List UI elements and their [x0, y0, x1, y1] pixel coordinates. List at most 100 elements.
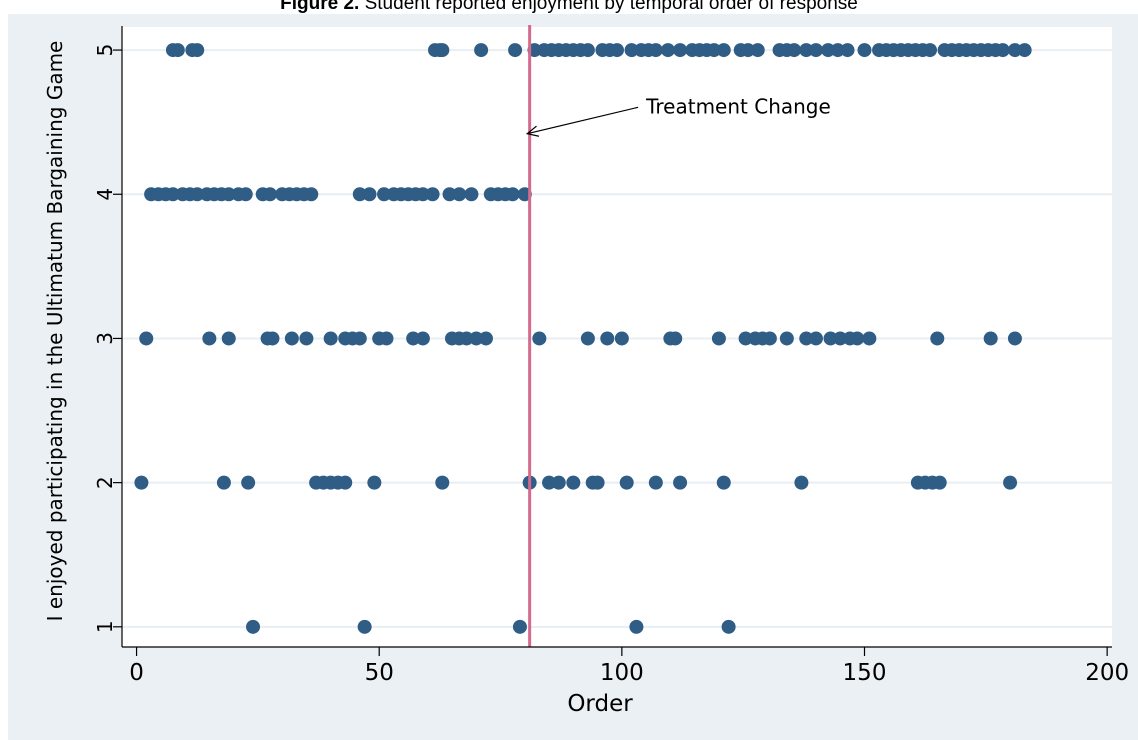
data-point	[580, 43, 595, 58]
figure-title: Figure 2. Student reported enjoyment by …	[0, 0, 1138, 15]
plot-panel: 1 2 3 4 5 0 50 100 150 200 Treatment Change Order…	[8, 14, 1138, 740]
data-point	[590, 475, 605, 490]
data-point	[508, 43, 523, 58]
data-point	[707, 43, 722, 58]
data-point	[716, 43, 731, 58]
data-point	[721, 619, 736, 634]
annotation-arrow-shaft	[527, 106, 639, 135]
data-point	[425, 187, 440, 202]
data-point	[435, 43, 450, 58]
data-point	[170, 43, 185, 58]
data-point	[1007, 331, 1022, 346]
data-point	[474, 43, 489, 58]
data-point	[983, 331, 998, 346]
figure-title-text: Student reported enjoyment by temporal o…	[364, 0, 858, 14]
data-point	[808, 331, 823, 346]
y-tick-label: 3	[93, 332, 117, 345]
data-point	[830, 43, 845, 58]
data-point	[442, 187, 457, 202]
data-point	[134, 475, 149, 490]
x-tick-label: 50	[365, 660, 394, 686]
data-point	[995, 43, 1010, 58]
data-point	[840, 43, 855, 58]
data-point	[648, 475, 663, 490]
data-point	[165, 187, 180, 202]
x-tick-label: 150	[843, 660, 887, 686]
figure-title-label: Figure 2.	[280, 0, 360, 14]
data-point	[808, 43, 823, 58]
x-tick-label: 200	[1085, 660, 1129, 686]
data-point	[624, 43, 639, 58]
data-point	[833, 331, 848, 346]
data-point	[221, 331, 236, 346]
data-point	[923, 43, 938, 58]
x-axis-title: Order	[567, 691, 633, 717]
data-point	[202, 331, 217, 346]
data-point	[241, 475, 256, 490]
data-point	[478, 331, 493, 346]
data-point	[352, 331, 367, 346]
data-point	[799, 331, 814, 346]
data-point	[629, 619, 644, 634]
data-point	[221, 187, 236, 202]
data-point	[610, 43, 624, 58]
data-point	[323, 331, 338, 346]
data-point	[452, 187, 467, 202]
y-axis-title: I enjoyed participating in the Ultimatum…	[43, 41, 67, 622]
data-point	[779, 331, 794, 346]
data-point	[357, 619, 372, 634]
data-point	[580, 331, 595, 346]
data-point	[614, 331, 629, 346]
data-point	[299, 331, 314, 346]
data-point	[738, 331, 753, 346]
y-tick-label: 2	[93, 476, 117, 489]
data-point	[660, 43, 675, 58]
data-point	[542, 475, 557, 490]
data-point	[857, 43, 872, 58]
data-point	[762, 331, 777, 346]
data-point	[238, 187, 253, 202]
data-point	[415, 187, 430, 202]
annotation-arrow-head	[525, 125, 540, 137]
data-point	[787, 43, 802, 58]
data-point	[532, 331, 547, 346]
data-point	[823, 331, 838, 346]
data-point	[799, 43, 814, 58]
data-point	[406, 331, 421, 346]
x-tick-label: 100	[600, 660, 644, 686]
data-point	[619, 475, 634, 490]
annotation-layer: Treatment Change	[525, 94, 831, 137]
data-point	[673, 43, 688, 58]
data-point	[464, 187, 479, 202]
data-point	[668, 331, 683, 346]
y-tick-label: 5	[93, 44, 117, 57]
data-point	[862, 331, 877, 346]
x-tick-label: 0	[129, 660, 144, 686]
data-point	[284, 331, 299, 346]
data-point	[190, 43, 205, 58]
data-point	[338, 475, 353, 490]
data-point	[469, 331, 484, 346]
data-point	[1007, 43, 1022, 58]
data-point	[566, 475, 581, 490]
data-point	[367, 475, 382, 490]
data-point	[459, 331, 474, 346]
y-tick-label: 1	[93, 620, 117, 633]
y-tick-label: 4	[93, 188, 117, 201]
data-point	[716, 475, 731, 490]
data-point	[377, 187, 392, 202]
data-point	[216, 475, 231, 490]
data-point	[648, 43, 663, 58]
data-points	[134, 43, 1032, 634]
data-point	[246, 619, 261, 634]
data-point	[711, 331, 726, 346]
data-point	[551, 475, 566, 490]
data-point	[1017, 43, 1032, 58]
data-point	[379, 331, 394, 346]
annotation-label: Treatment Change	[645, 94, 831, 118]
data-point	[512, 619, 527, 634]
data-point	[263, 187, 278, 202]
data-point	[139, 331, 154, 346]
